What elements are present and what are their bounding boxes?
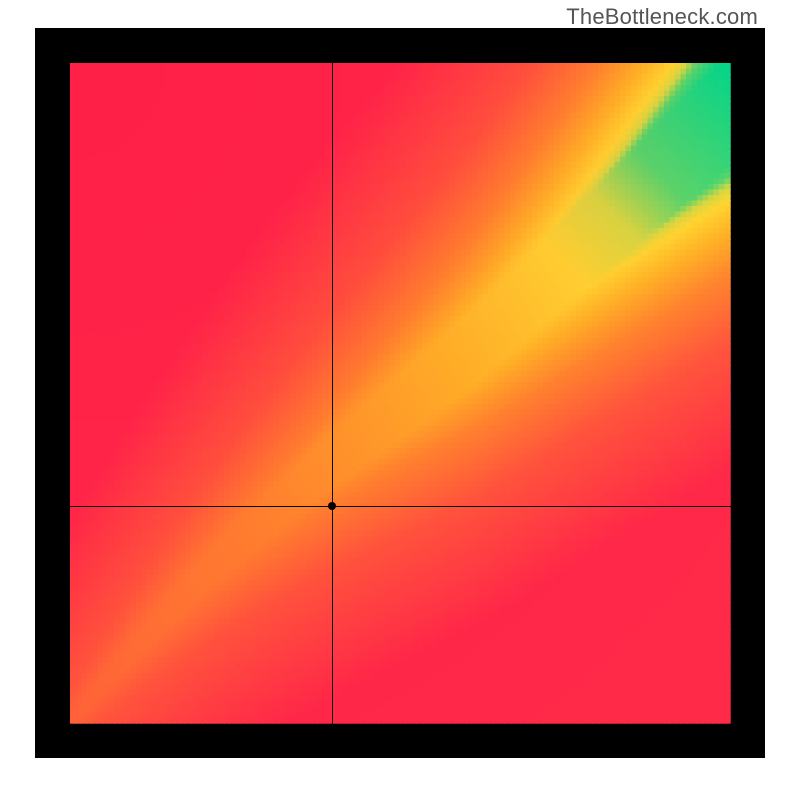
chart-frame: [35, 28, 765, 758]
heatmap-canvas: [35, 28, 765, 758]
chart-container: TheBottleneck.com: [0, 0, 800, 800]
watermark-text: TheBottleneck.com: [566, 4, 758, 30]
heatmap-wrap: [35, 28, 765, 758]
